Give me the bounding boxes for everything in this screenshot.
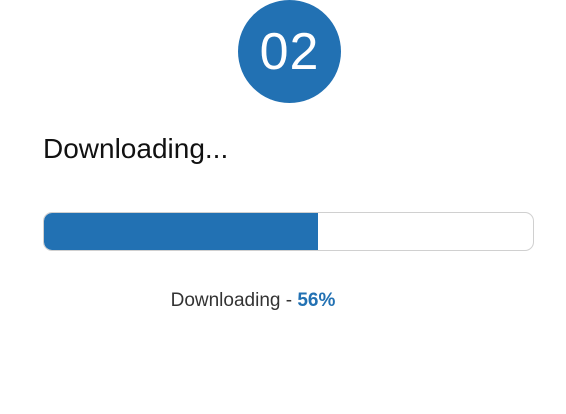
download-progress-bar xyxy=(43,212,534,251)
step-number: 02 xyxy=(259,22,320,81)
step-number-badge: 02 xyxy=(238,0,341,103)
page-title: Downloading... xyxy=(43,133,229,164)
status-separator: - xyxy=(280,290,298,311)
status-percent: 56% xyxy=(297,290,336,311)
status-label: Downloading xyxy=(170,290,281,311)
download-status: Downloading - 56% xyxy=(0,290,506,312)
progress-bar-fill xyxy=(44,213,318,250)
